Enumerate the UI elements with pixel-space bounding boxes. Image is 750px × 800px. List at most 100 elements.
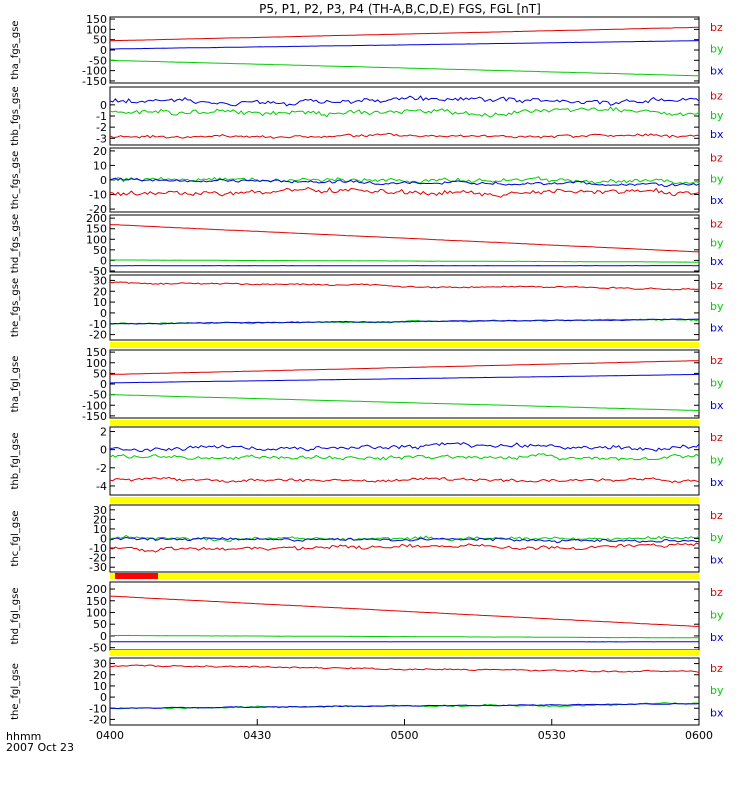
y-tick-label: -50: [89, 54, 107, 67]
y-tick-label: 10: [93, 523, 107, 536]
series-bx: [110, 40, 700, 50]
y-tick-label: -10: [89, 189, 107, 202]
legend-bz: bz: [710, 152, 723, 165]
panel-ylabel: thb_fgl_gse: [10, 433, 21, 490]
legend-bz: bz: [710, 662, 723, 675]
legend-bz: bz: [710, 586, 723, 599]
x-tick-label: 0400: [96, 729, 124, 742]
panel-ylabel: thc_fgl_gse: [10, 510, 21, 566]
series-bx: [109, 177, 700, 187]
y-tick-label: -20: [89, 713, 107, 726]
y-tick-label: 0: [100, 99, 107, 112]
series-by: [109, 453, 700, 461]
y-tick-label: 30: [93, 658, 107, 671]
y-tick-label: 30: [93, 504, 107, 517]
series-bx: [110, 318, 700, 325]
y-tick-label: -4: [96, 480, 107, 493]
legend-bx: bx: [710, 706, 724, 719]
series-bz: [109, 476, 700, 484]
y-tick-label: -10: [89, 318, 107, 331]
legend-bz: bz: [710, 90, 723, 103]
y-tick-label: 20: [93, 669, 107, 682]
y-tick-label: 150: [86, 223, 107, 236]
series-bz: [109, 595, 699, 627]
series-by: [110, 394, 700, 412]
series-by: [110, 634, 699, 639]
panel-frame: [109, 274, 700, 341]
series-bz: [109, 132, 700, 139]
legend-bx: bx: [710, 553, 724, 566]
y-tick-label: 100: [86, 23, 107, 36]
panel-frame: [109, 581, 700, 651]
y-tick-label: 10: [93, 296, 107, 309]
series-bx: [109, 536, 700, 544]
y-tick-label: 0: [100, 254, 107, 267]
status-bar: [110, 497, 699, 503]
y-tick-label: 0: [100, 533, 107, 546]
y-tick-label: 0: [100, 174, 107, 187]
legend-bx: bx: [710, 128, 724, 141]
legend-bx: bx: [710, 476, 724, 489]
y-tick-label: 150: [86, 595, 107, 608]
x-tick-label: 0530: [538, 729, 566, 742]
panel-ylabel: tha_fgs_gse: [10, 20, 21, 79]
panel-ylabel: thd_fgl_gse: [10, 588, 21, 645]
series-bx: [109, 373, 699, 384]
y-tick-label: 50: [93, 367, 107, 380]
legend-by: by: [710, 43, 724, 56]
panel-ylabel: thc_fgs_gse: [10, 151, 21, 210]
y-tick-label: 0: [100, 44, 107, 57]
series-bz: [109, 224, 700, 253]
legend-bz: bz: [710, 509, 723, 522]
y-tick-label: -20: [89, 203, 107, 216]
y-tick-label: -150: [82, 410, 107, 423]
legend-bx: bx: [710, 631, 724, 644]
legend-bz: bz: [710, 279, 723, 292]
y-tick-label: 100: [86, 606, 107, 619]
legend-by: by: [710, 300, 724, 313]
y-tick-label: 50: [93, 618, 107, 631]
y-tick-label: 0: [100, 630, 107, 643]
y-tick-label: 150: [86, 346, 107, 359]
chart-title: P5, P1, P2, P3, P4 (TH-A,B,C,D,E) FGS, F…: [259, 2, 541, 16]
x-tick-label: 0430: [243, 729, 271, 742]
y-tick-label: 0: [100, 307, 107, 320]
legend-bz: bz: [710, 431, 723, 444]
panel-ylabel: thb_fgs_gse: [10, 86, 21, 145]
y-tick-label: 0: [100, 444, 107, 457]
panel-frame: [109, 214, 700, 273]
y-tick-label: 2: [100, 426, 107, 439]
series-by: [109, 59, 700, 77]
y-tick-label: -10: [89, 542, 107, 555]
legend-by: by: [710, 531, 724, 544]
legend-bz: bz: [710, 218, 723, 231]
y-tick-label: 30: [93, 274, 107, 287]
y-tick-label: -3: [96, 132, 107, 145]
panel-frame: [109, 426, 700, 496]
y-tick-label: -20: [89, 329, 107, 342]
series-bz: [109, 186, 700, 198]
legend-bz: bz: [710, 21, 723, 34]
legend-bx: bx: [710, 255, 724, 268]
legend-bx: bx: [710, 194, 724, 207]
y-tick-label: -10: [89, 702, 107, 715]
status-bar-flag: [115, 573, 158, 579]
series-bz: [109, 360, 700, 375]
y-tick-label: -20: [89, 552, 107, 565]
y-tick-label: -1: [96, 110, 107, 123]
status-bar: [110, 573, 699, 579]
y-tick-label: -2: [96, 121, 107, 134]
y-tick-label: 100: [86, 357, 107, 370]
series-by: [110, 259, 700, 263]
status-bar: [110, 420, 699, 426]
y-tick-label: 0: [100, 378, 107, 391]
series-bz: [109, 281, 700, 291]
legend-by: by: [710, 609, 724, 622]
series-bx: [109, 95, 700, 107]
legend-by: by: [710, 454, 724, 467]
legend-bx: bx: [710, 64, 724, 77]
panel-ylabel: the_fgs_gse: [10, 278, 21, 337]
y-tick-label: 50: [93, 34, 107, 47]
series-by: [109, 176, 700, 185]
